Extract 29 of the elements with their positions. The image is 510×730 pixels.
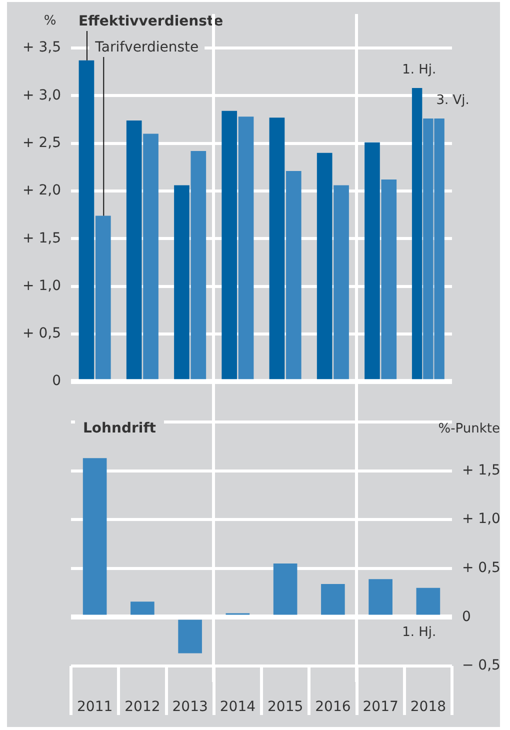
y-tick-label: + 1,5	[22, 230, 61, 246]
text: Effektivverdienste	[78, 14, 224, 30]
x-tick-label: 2018	[410, 699, 446, 716]
x-tick-label: 2015	[267, 699, 304, 716]
x-tick-label: 2016	[315, 699, 351, 716]
annotation: 1. Hj.	[402, 62, 436, 78]
x-tick-label: 2014	[220, 699, 256, 716]
chart-title: Lohndrift	[83, 420, 156, 437]
y-tick-label: + 1,0	[22, 278, 61, 294]
y-tick-label: − 0,5	[462, 658, 500, 674]
y-tick-label: + 1,5	[462, 462, 500, 478]
y-tick-label: + 0,5	[462, 560, 500, 576]
y-tick-label: + 2,0	[22, 182, 61, 199]
x-tick-label: 2013	[172, 699, 208, 716]
y-tick-label: 0	[52, 373, 61, 390]
text: Tarifverdienste	[94, 40, 199, 56]
annotation: 1. Hj.	[402, 625, 436, 640]
y-tick-label: + 3,5	[22, 40, 61, 56]
y-tick-label: + 1,0	[462, 511, 500, 528]
y-tick-label: 0	[462, 608, 471, 625]
annotation: 3. Vj.	[436, 92, 470, 108]
y-tick-label: + 0,5	[22, 326, 61, 342]
x-tick-label: 2017	[362, 699, 398, 716]
x-tick-label: 2012	[124, 699, 160, 716]
y-axis-title: %	[44, 13, 56, 28]
y-axis-title: %-Punkte	[438, 421, 500, 436]
y-tick-label: + 3,0	[22, 87, 61, 104]
x-tick-label: 2011	[76, 699, 113, 716]
y-tick-label: + 2,5	[22, 134, 61, 151]
